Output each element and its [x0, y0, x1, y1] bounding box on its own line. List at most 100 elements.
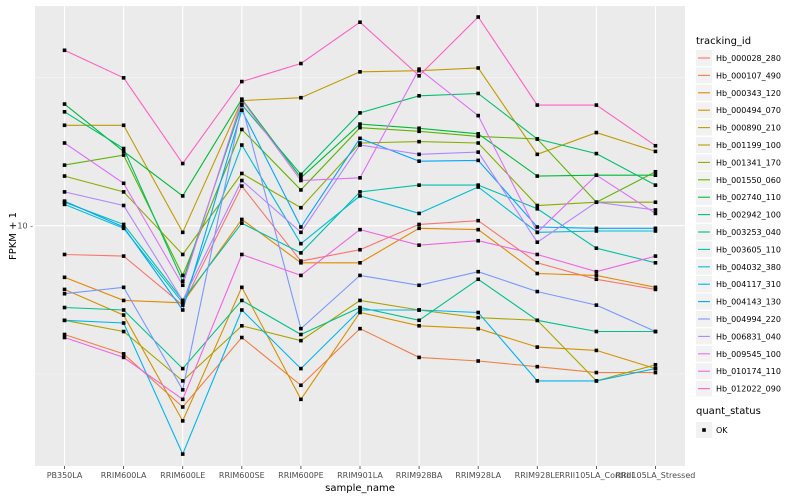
- data-point-Hb_000494_070: [121, 313, 126, 317]
- data-point-Hb_010174_110: [121, 355, 126, 360]
- data-point-Hb_001341_170: [476, 141, 480, 145]
- data-point-Hb_000107_490: [653, 370, 658, 375]
- data-point-Hb_003253_040: [180, 366, 185, 371]
- data-point-Hb_009545_100: [358, 176, 362, 180]
- data-point-Hb_004994_220: [62, 291, 67, 296]
- data-point-Hb_002942_100: [180, 279, 185, 284]
- data-point-Hb_000028_280: [240, 184, 244, 188]
- data-point-Hb_000343_120: [653, 285, 658, 290]
- data-point-Hb_002740_110: [653, 173, 658, 177]
- data-point-Hb_004994_220: [476, 269, 480, 274]
- data-point-Hb_001341_170: [358, 141, 362, 145]
- data-point-Hb_002942_100: [476, 91, 480, 96]
- data-point-Hb_004143_130: [417, 159, 421, 163]
- data-point-Hb_000107_490: [180, 405, 185, 409]
- data-point-Hb_012022_090: [180, 161, 185, 166]
- legend-label: Hb_000028_280: [716, 54, 781, 63]
- data-point-Hb_004032_380: [180, 300, 185, 305]
- data-point-Hb_001341_170: [121, 190, 126, 194]
- x-tick-label: RRIM901LA: [337, 471, 383, 480]
- legend-label: Hb_002942_100: [716, 211, 781, 220]
- data-point-Hb_002942_100: [594, 151, 599, 156]
- data-point-Hb_004143_130: [358, 136, 362, 141]
- data-point-Hb_004117_310: [121, 321, 126, 325]
- data-point-Hb_004032_380: [594, 229, 599, 233]
- data-point-Hb_001341_170: [180, 252, 185, 257]
- data-point-Hb_004994_220: [358, 273, 362, 278]
- data-point-Hb_004143_130: [653, 226, 658, 231]
- data-point-Hb_009545_100: [121, 181, 126, 186]
- legend-label: Hb_002740_110: [716, 193, 781, 202]
- x-tick-label: RRII105LA_Stressed: [616, 471, 696, 480]
- legend-item: Hb_010174_110: [696, 363, 781, 380]
- data-point-Hb_000107_490: [358, 326, 362, 331]
- data-point-Hb_002942_100: [535, 137, 540, 141]
- data-point-Hb_003253_040: [535, 318, 540, 323]
- legend-item: Hb_001199_100: [696, 137, 781, 153]
- y-axis-title: FPKM + 1: [8, 212, 19, 260]
- data-point-Hb_010174_110: [653, 254, 658, 258]
- data-point-Hb_000107_490: [417, 355, 421, 360]
- data-point-Hb_012022_090: [476, 15, 480, 19]
- legend-label: Hb_006831_040: [716, 332, 781, 341]
- data-point-Hb_000107_490: [594, 370, 599, 375]
- data-point-Hb_006831_040: [62, 190, 67, 194]
- data-point-Hb_000107_490: [121, 352, 126, 356]
- data-point-Hb_012022_090: [358, 20, 362, 25]
- data-point-Hb_004994_220: [299, 326, 303, 331]
- legend-item: Hb_000107_490: [696, 67, 781, 84]
- data-point-Hb_010174_110: [240, 252, 244, 257]
- data-point-Hb_004994_220: [653, 329, 658, 334]
- data-point-Hb_009545_100: [653, 211, 658, 216]
- grid: [35, 6, 685, 466]
- data-point-Hb_004032_380: [653, 229, 658, 233]
- data-point-Hb_000494_070: [62, 287, 67, 292]
- data-point-Hb_000343_120: [417, 226, 421, 231]
- data-point-Hb_000890_210: [535, 152, 540, 157]
- data-point-Hb_001199_100: [121, 329, 126, 334]
- data-point-Hb_002740_110: [180, 194, 185, 198]
- legend-item: Hb_012022_090: [696, 380, 781, 397]
- data-point-Hb_000343_120: [358, 260, 362, 265]
- data-point-Hb_001550_060: [121, 153, 126, 157]
- series-points: [62, 15, 658, 456]
- data-point-Hb_000343_120: [594, 273, 599, 278]
- data-point-Hb_012022_090: [594, 103, 599, 107]
- data-point-Hb_000494_070: [417, 323, 421, 328]
- legend-label: Hb_012022_090: [716, 385, 781, 394]
- data-point-Hb_000028_280: [535, 260, 540, 265]
- data-point-Hb_004143_130: [299, 225, 303, 229]
- legend-item: Hb_004117_310: [696, 276, 781, 293]
- data-point-Hb_012022_090: [535, 103, 540, 107]
- legend-item: Hb_001550_060: [696, 171, 781, 188]
- data-point-Hb_002740_110: [62, 102, 67, 106]
- data-point-Hb_001550_060: [358, 125, 362, 130]
- data-point-Hb_012022_090: [121, 76, 126, 80]
- data-point-Hb_010174_110: [417, 243, 421, 247]
- legend-label: Hb_009545_100: [716, 350, 781, 359]
- legend-item: Hb_000890_210: [696, 119, 781, 136]
- data-point-Hb_006831_040: [653, 208, 658, 212]
- data-point-Hb_002740_110: [535, 174, 540, 178]
- legend-item: Hb_004143_130: [696, 293, 781, 310]
- data-point-Hb_010174_110: [180, 397, 185, 402]
- data-point-Hb_004117_310: [653, 366, 658, 371]
- data-point-Hb_003253_040: [62, 305, 67, 310]
- data-point-Hb_000890_210: [62, 123, 67, 128]
- data-point-Hb_000890_210: [653, 149, 658, 154]
- data-point-Hb_001199_100: [476, 315, 480, 320]
- data-point-Hb_002942_100: [62, 110, 67, 114]
- data-point-Hb_004117_310: [417, 308, 421, 312]
- data-point-Hb_000107_490: [62, 332, 67, 337]
- shape-legend-symbol: [702, 428, 706, 432]
- shape-legend-item: OK: [696, 422, 728, 438]
- data-point-Hb_000890_210: [476, 66, 480, 70]
- data-point-Hb_004117_310: [358, 308, 362, 312]
- data-point-Hb_003605_110: [535, 207, 540, 211]
- data-point-Hb_000028_280: [62, 252, 67, 257]
- data-point-Hb_003605_110: [594, 246, 599, 250]
- legend-label: Hb_003605_110: [716, 245, 781, 254]
- data-point-Hb_000890_210: [299, 95, 303, 100]
- data-point-Hb_000028_280: [417, 222, 421, 227]
- legend-item: Hb_004032_380: [696, 258, 781, 275]
